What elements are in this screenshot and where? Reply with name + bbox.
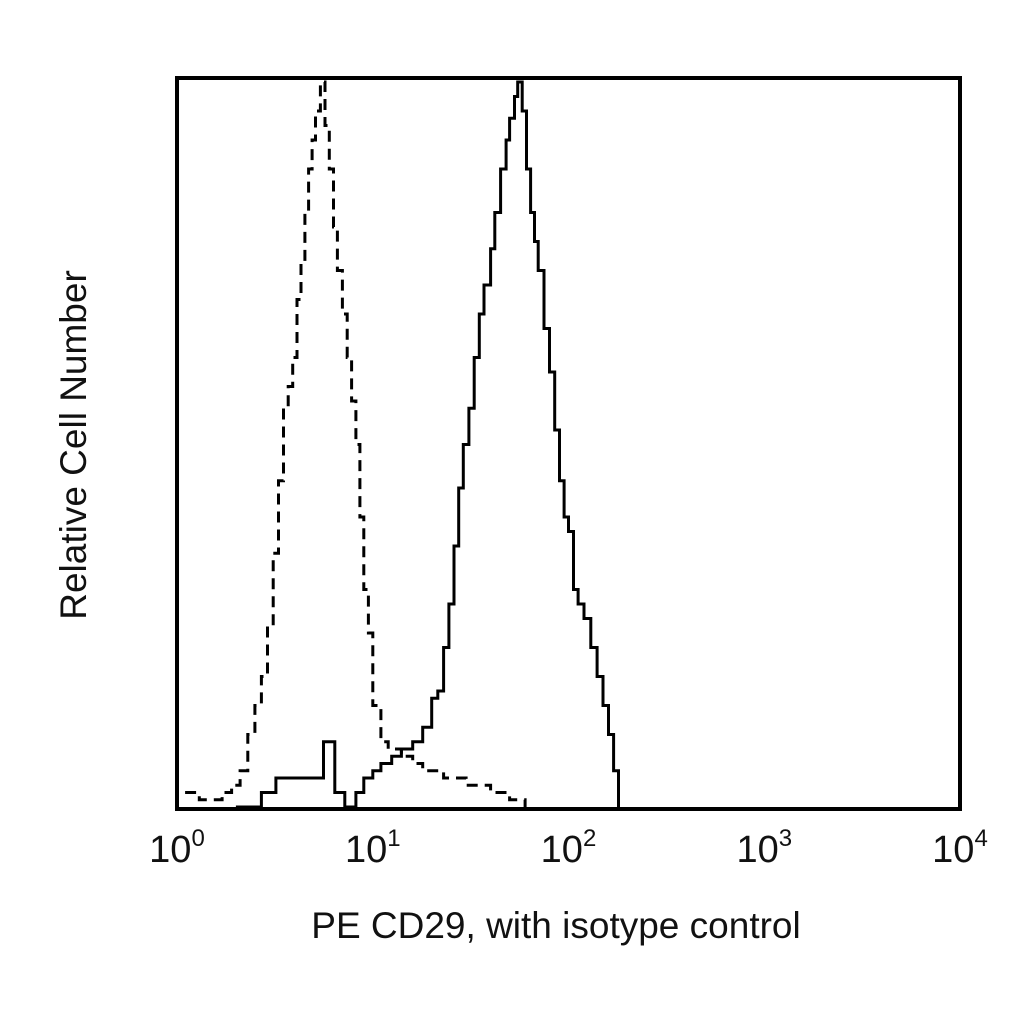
y-axis-label: Relative Cell Number — [53, 270, 94, 620]
x-tick-base: 10 — [736, 829, 778, 871]
x-tick-exponent: 4 — [974, 825, 987, 852]
x-tick-layer: 100 101 102 103 104 — [149, 825, 988, 871]
x-tick-label: 102 — [541, 825, 597, 871]
x-axis-label: PE CD29, with isotype control — [311, 905, 800, 946]
x-tick-base: 10 — [149, 829, 191, 871]
series-layer — [185, 80, 620, 809]
x-tick-base: 10 — [345, 829, 387, 871]
x-tick-base: 10 — [541, 829, 583, 871]
x-tick-exponent: 2 — [583, 825, 596, 852]
isotype-control-histogram — [185, 80, 527, 807]
x-tick-exponent: 0 — [191, 825, 204, 852]
x-tick-base: 10 — [932, 829, 974, 871]
x-tick-exponent: 3 — [779, 825, 792, 852]
plot-frame — [175, 76, 962, 811]
x-tick-label: 101 — [345, 825, 401, 871]
x-tick-label: 104 — [932, 825, 988, 871]
x-tick-exponent: 1 — [387, 825, 400, 852]
x-tick-label: 103 — [736, 825, 792, 871]
x-tick-label: 100 — [149, 825, 205, 871]
pe-cd29-histogram — [235, 80, 620, 809]
